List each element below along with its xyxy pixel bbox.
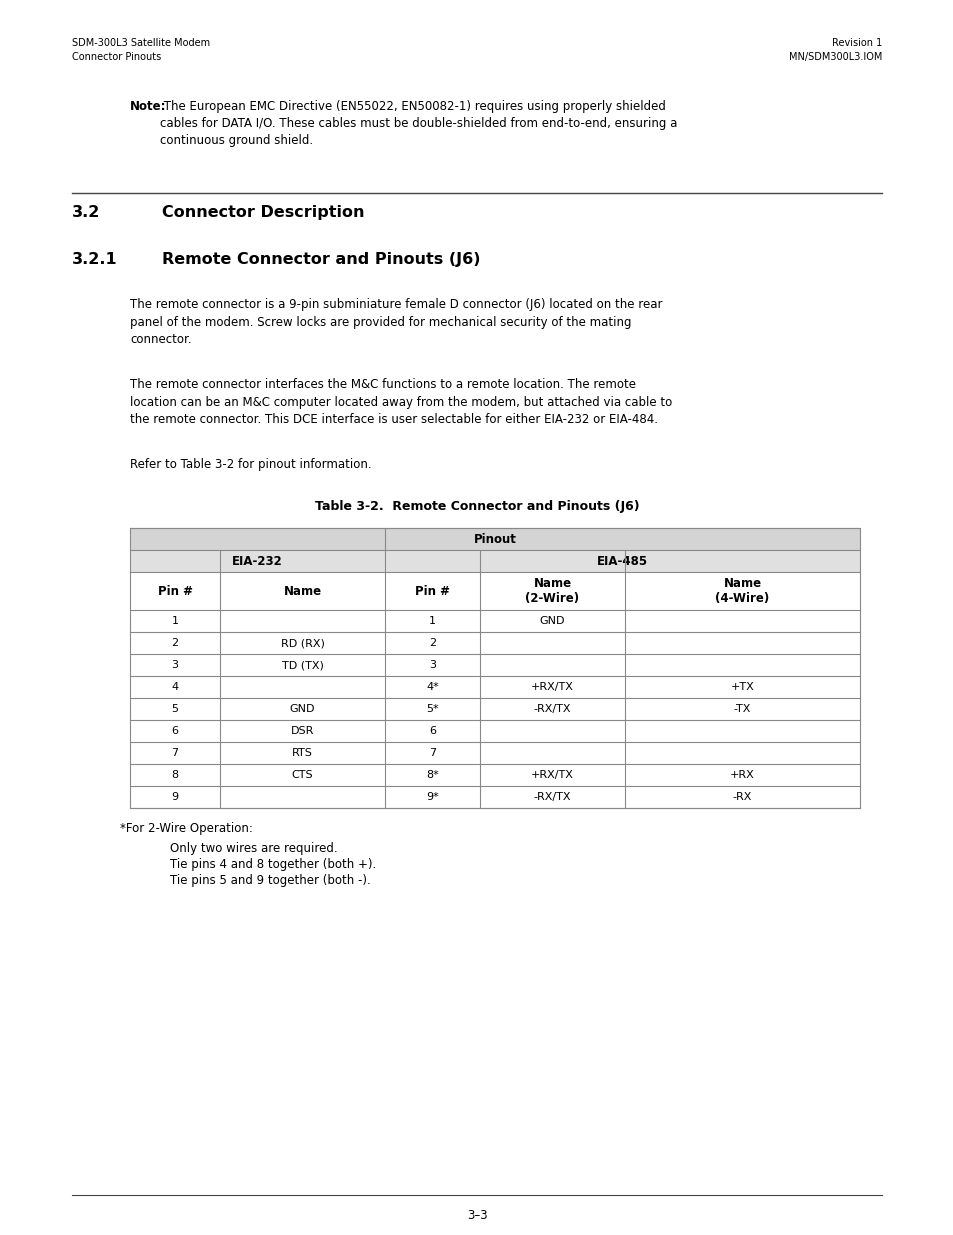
Text: 3.2.1: 3.2.1	[71, 252, 117, 267]
Text: 1: 1	[172, 616, 178, 626]
Text: Pin #: Pin #	[157, 584, 193, 598]
Text: -RX/TX: -RX/TX	[533, 792, 571, 802]
Text: Name: Name	[283, 584, 321, 598]
Text: Pin #: Pin #	[415, 584, 450, 598]
Text: 1: 1	[429, 616, 436, 626]
Text: MN/SDM300L3.IOM: MN/SDM300L3.IOM	[788, 52, 882, 62]
Bar	[130, 529, 859, 550]
Text: 7: 7	[429, 748, 436, 758]
Bar	[385, 550, 859, 572]
Text: 9*: 9*	[426, 792, 438, 802]
Text: TD (TX): TD (TX)	[281, 659, 323, 671]
Text: Tie pins 4 and 8 together (both +).: Tie pins 4 and 8 together (both +).	[170, 858, 375, 871]
Text: Refer to Table 3-2 for pinout information.: Refer to Table 3-2 for pinout informatio…	[130, 458, 372, 471]
Text: 8: 8	[172, 769, 178, 781]
Text: 3: 3	[172, 659, 178, 671]
Text: EIA-485: EIA-485	[597, 555, 647, 568]
Text: 7: 7	[172, 748, 178, 758]
Text: Only two wires are required.: Only two wires are required.	[170, 842, 337, 855]
Text: 5: 5	[172, 704, 178, 714]
Text: RD (RX): RD (RX)	[280, 638, 324, 648]
Text: Revision 1: Revision 1	[831, 38, 882, 48]
Text: The remote connector interfaces the M&C functions to a remote location. The remo: The remote connector interfaces the M&C …	[130, 378, 672, 426]
Text: SDM-300L3 Satellite Modem: SDM-300L3 Satellite Modem	[71, 38, 210, 48]
Text: 6: 6	[172, 726, 178, 736]
Text: 2: 2	[172, 638, 178, 648]
Text: Tie pins 5 and 9 together (both -).: Tie pins 5 and 9 together (both -).	[170, 874, 371, 887]
Text: -RX/TX: -RX/TX	[533, 704, 571, 714]
Text: +TX: +TX	[730, 682, 754, 692]
Text: *For 2-Wire Operation:: *For 2-Wire Operation:	[120, 823, 253, 835]
Text: 3: 3	[429, 659, 436, 671]
Text: The European EMC Directive (EN55022, EN50082-1) requires using properly shielded: The European EMC Directive (EN55022, EN5…	[160, 100, 677, 147]
Text: Pinout: Pinout	[473, 532, 516, 546]
Text: DSR: DSR	[291, 726, 314, 736]
Text: Connector Description: Connector Description	[162, 205, 364, 220]
Text: Remote Connector and Pinouts (J6): Remote Connector and Pinouts (J6)	[162, 252, 480, 267]
Text: +RX/TX: +RX/TX	[531, 769, 574, 781]
Text: Table 3-2.  Remote Connector and Pinouts (J6): Table 3-2. Remote Connector and Pinouts …	[314, 500, 639, 513]
Text: 8*: 8*	[426, 769, 438, 781]
Bar	[130, 550, 385, 572]
Text: EIA-232: EIA-232	[232, 555, 283, 568]
Text: GND: GND	[539, 616, 565, 626]
Text: Name
(4-Wire): Name (4-Wire)	[715, 577, 769, 605]
Text: 4*: 4*	[426, 682, 438, 692]
Text: -TX: -TX	[733, 704, 750, 714]
Text: 3.2: 3.2	[71, 205, 100, 220]
Text: 9: 9	[172, 792, 178, 802]
Text: -RX: -RX	[732, 792, 751, 802]
Text: 6: 6	[429, 726, 436, 736]
Text: Note:: Note:	[130, 100, 167, 112]
Text: Name
(2-Wire): Name (2-Wire)	[525, 577, 579, 605]
Text: RTS: RTS	[292, 748, 313, 758]
Text: GND: GND	[290, 704, 314, 714]
Text: 3–3: 3–3	[466, 1209, 487, 1221]
Text: The remote connector is a 9-pin subminiature female D connector (J6) located on : The remote connector is a 9-pin subminia…	[130, 298, 661, 346]
Text: 2: 2	[429, 638, 436, 648]
Text: 5*: 5*	[426, 704, 438, 714]
Text: +RX: +RX	[729, 769, 754, 781]
Text: Connector Pinouts: Connector Pinouts	[71, 52, 161, 62]
Text: 4: 4	[172, 682, 178, 692]
Text: +RX/TX: +RX/TX	[531, 682, 574, 692]
Text: CTS: CTS	[292, 769, 313, 781]
